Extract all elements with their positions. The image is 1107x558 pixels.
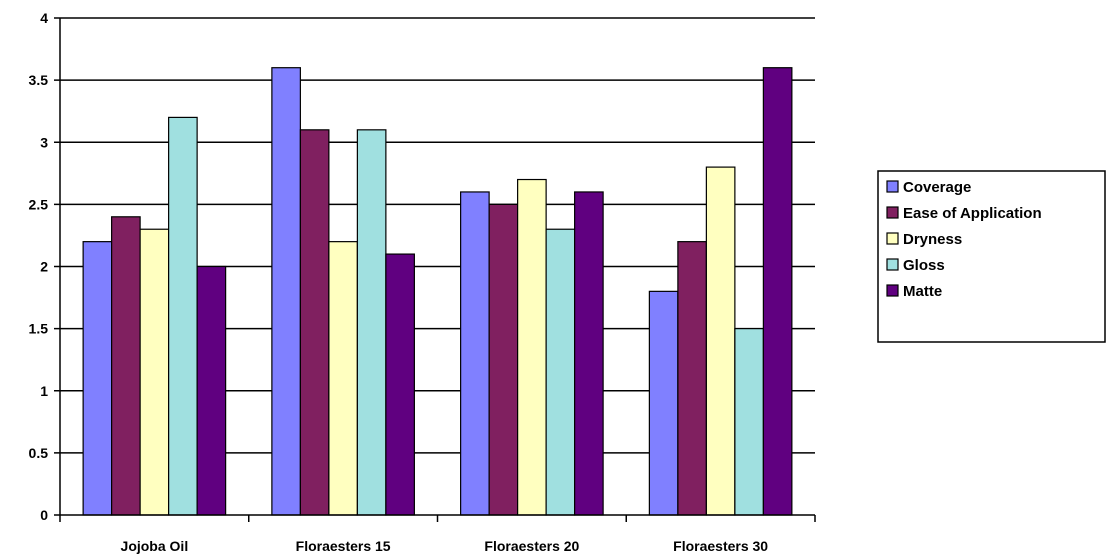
bar-gloss-floraesters-20 xyxy=(545,228,576,516)
legend-swatch xyxy=(886,258,899,271)
bar-coverage-floraesters-30 xyxy=(648,290,679,516)
y-tick-label: 3.5 xyxy=(29,72,49,88)
bar-ease-of-application-floraesters-30 xyxy=(677,241,707,516)
y-tick-label: 2 xyxy=(40,259,48,275)
axes xyxy=(54,17,816,522)
bar-dryness-floraesters-20 xyxy=(517,178,547,516)
legend-label: Ease of Application xyxy=(903,205,1042,222)
x-tick-label: Floraesters 15 xyxy=(296,538,391,554)
y-tick-labels: 0 0.5 1 1.5 2 2.5 3 3.5 4 xyxy=(29,10,49,523)
legend-swatch xyxy=(886,180,899,193)
y-tick-label: 2.5 xyxy=(29,196,49,212)
legend-swatch xyxy=(886,206,899,219)
bar-dryness-jojoba-oil xyxy=(139,228,170,516)
bar-gloss-jojoba-oil xyxy=(168,116,198,516)
y-tick-label: 0.5 xyxy=(29,445,49,461)
y-tick-label: 3 xyxy=(40,134,48,150)
y-tick-label: 4 xyxy=(40,10,48,26)
legend-box xyxy=(877,170,1106,343)
bar-ease-of-application-floraesters-20 xyxy=(488,203,519,516)
x-tick-labels: Jojoba Oil Floraesters 15 Floraesters 20 Fl… xyxy=(121,538,769,554)
bar-dryness-floraesters-30 xyxy=(705,166,736,516)
bar-ease-of-application-jojoba-oil xyxy=(111,216,141,516)
legend-label: Gloss xyxy=(903,257,945,274)
bar-coverage-jojoba-oil xyxy=(82,241,113,516)
legend: Coverage Ease of Application Dryness Gloss M… xyxy=(877,170,1106,343)
y-tick-label: 1.5 xyxy=(29,321,49,337)
legend-swatch xyxy=(886,232,899,245)
legend-swatch xyxy=(886,284,899,297)
bar-dryness-floraesters-15 xyxy=(328,241,358,516)
legend-label: Dryness xyxy=(903,231,962,248)
bar-matte-floraesters-20 xyxy=(574,191,604,516)
x-tick-label: Floraesters 20 xyxy=(484,538,579,554)
x-tick-label: Floraesters 30 xyxy=(673,538,768,554)
bars xyxy=(82,67,793,516)
bar-coverage-floraesters-15 xyxy=(271,67,301,516)
y-tick-label: 0 xyxy=(40,507,48,523)
legend-label: Coverage xyxy=(903,179,971,196)
legend-label: Matte xyxy=(903,283,942,300)
x-tick-label: Jojoba Oil xyxy=(121,538,189,554)
bar-matte-floraesters-30 xyxy=(762,67,793,516)
bar-matte-jojoba-oil xyxy=(196,265,227,516)
bar-ease-of-application-floraesters-15 xyxy=(299,129,330,516)
bar-gloss-floraesters-15 xyxy=(356,129,387,516)
bar-coverage-floraesters-20 xyxy=(460,191,490,516)
bar-gloss-floraesters-30 xyxy=(734,328,764,516)
y-tick-label: 1 xyxy=(40,383,48,399)
bar-matte-floraesters-15 xyxy=(385,253,415,516)
